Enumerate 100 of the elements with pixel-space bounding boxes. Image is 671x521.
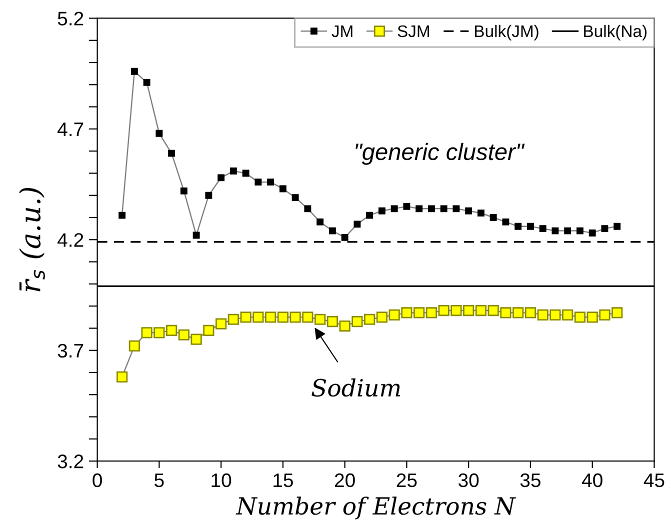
x-tick-label: 10 bbox=[212, 473, 232, 488]
point bbox=[156, 130, 163, 137]
point bbox=[190, 334, 202, 345]
point bbox=[216, 318, 227, 330]
annotation: Sodium bbox=[312, 378, 400, 397]
x-tick-label: 5 bbox=[154, 474, 164, 488]
point bbox=[414, 307, 425, 318]
point bbox=[178, 329, 190, 340]
point bbox=[292, 194, 299, 202]
point bbox=[438, 304, 450, 316]
point bbox=[588, 230, 596, 236]
point bbox=[576, 227, 584, 234]
point bbox=[477, 210, 484, 217]
point bbox=[390, 205, 398, 212]
point bbox=[502, 218, 510, 226]
point bbox=[512, 307, 524, 318]
point bbox=[550, 309, 561, 320]
legend-label: JM bbox=[332, 26, 352, 38]
point bbox=[378, 207, 386, 214]
point bbox=[612, 307, 623, 318]
point bbox=[475, 304, 487, 316]
point bbox=[143, 78, 150, 86]
annotation: "generic cluster" bbox=[356, 142, 525, 165]
point bbox=[290, 312, 301, 323]
point bbox=[118, 212, 126, 219]
point bbox=[552, 227, 559, 234]
point bbox=[228, 314, 239, 325]
point bbox=[141, 327, 152, 338]
point bbox=[490, 214, 497, 221]
point bbox=[401, 307, 412, 318]
point bbox=[130, 68, 138, 75]
y-tick-label: 3.7 bbox=[58, 344, 84, 358]
point bbox=[500, 307, 512, 318]
point bbox=[562, 309, 574, 320]
point bbox=[440, 205, 448, 212]
point bbox=[450, 304, 462, 316]
point bbox=[326, 316, 338, 328]
point bbox=[599, 309, 610, 320]
point bbox=[537, 309, 548, 320]
point bbox=[463, 304, 474, 316]
x-tick-label: 40 bbox=[582, 473, 602, 488]
point bbox=[388, 309, 400, 320]
point bbox=[314, 314, 326, 325]
point bbox=[304, 205, 312, 212]
x-axis-title: Number of Electrons N bbox=[236, 496, 516, 520]
y-tick-label: 4.7 bbox=[58, 122, 84, 136]
point bbox=[586, 312, 598, 323]
point bbox=[428, 205, 435, 212]
point bbox=[240, 312, 252, 323]
y-axis-title: r̄$_{s}$ (a.u.) bbox=[19, 188, 46, 292]
point bbox=[488, 304, 499, 316]
point bbox=[352, 316, 363, 328]
point bbox=[341, 234, 348, 241]
point bbox=[168, 150, 176, 157]
point bbox=[128, 340, 140, 352]
point bbox=[279, 185, 286, 192]
point bbox=[574, 312, 586, 323]
point bbox=[564, 227, 572, 234]
y-tick-label: 5.2 bbox=[58, 12, 84, 26]
point bbox=[403, 202, 410, 210]
point bbox=[203, 324, 214, 336]
point bbox=[354, 220, 361, 228]
point bbox=[514, 222, 522, 230]
point bbox=[416, 205, 423, 212]
point bbox=[242, 170, 250, 177]
legend-label: Bulk(JM) bbox=[475, 24, 538, 40]
point bbox=[205, 192, 212, 199]
point bbox=[116, 371, 128, 382]
x-tick-label: 20 bbox=[334, 473, 355, 488]
point bbox=[302, 312, 314, 323]
point bbox=[267, 178, 274, 186]
x-tick-label: 45 bbox=[644, 474, 664, 488]
point bbox=[452, 205, 460, 212]
point bbox=[254, 178, 262, 186]
x-tick-label: 15 bbox=[274, 474, 293, 488]
point bbox=[192, 232, 200, 239]
point bbox=[376, 312, 388, 323]
point bbox=[364, 314, 376, 325]
point bbox=[230, 168, 237, 174]
legend-label: Bulk(Na) bbox=[584, 24, 647, 40]
x-tick-label: 35 bbox=[520, 473, 540, 488]
point bbox=[539, 225, 546, 232]
point bbox=[180, 187, 188, 194]
y-tick-label: 3.2 bbox=[58, 454, 84, 468]
point bbox=[328, 227, 336, 234]
legend-label: SJM bbox=[398, 25, 429, 38]
y-tick-label: 4.2 bbox=[58, 233, 84, 247]
point bbox=[426, 307, 438, 318]
point bbox=[614, 222, 621, 230]
point bbox=[252, 312, 264, 323]
point bbox=[154, 327, 165, 338]
point bbox=[524, 307, 536, 318]
point bbox=[366, 212, 374, 219]
point bbox=[265, 312, 276, 323]
point bbox=[316, 218, 324, 226]
point bbox=[166, 324, 178, 336]
point bbox=[465, 207, 472, 214]
point bbox=[526, 222, 534, 230]
point bbox=[339, 320, 350, 332]
point bbox=[601, 225, 608, 232]
